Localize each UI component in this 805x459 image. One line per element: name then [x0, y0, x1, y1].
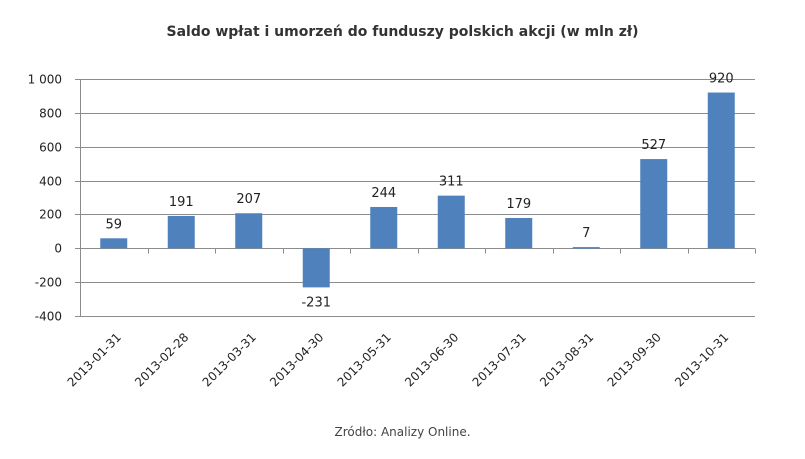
y-tick-label: 600: [39, 141, 62, 155]
data-label: 244: [371, 186, 396, 201]
data-label: 311: [439, 175, 464, 190]
bar: [370, 206, 398, 249]
x-tick-label: 2013-06-30: [402, 330, 461, 389]
x-tick-label: 2013-08-31: [537, 330, 596, 389]
bar: [572, 247, 600, 249]
data-label: 527: [641, 138, 666, 153]
data-label: -231: [301, 295, 331, 310]
data-label: 179: [506, 197, 531, 212]
y-tick-label: 200: [39, 208, 62, 222]
bar: [167, 215, 195, 249]
y-tick-label: -400: [35, 310, 62, 324]
axes: [75, 79, 756, 317]
y-tick-label: 400: [39, 175, 62, 189]
x-tick-label: 2013-05-31: [335, 330, 394, 389]
y-tick-label: 0: [54, 242, 62, 256]
data-label: 920: [709, 72, 734, 87]
chart-title: Saldo wpłat i umorzeń do funduszy polski…: [166, 24, 639, 40]
bar: [640, 159, 668, 249]
x-tick-label: 2013-04-30: [267, 330, 326, 389]
data-label: 207: [236, 192, 261, 207]
x-tick-label: 2013-02-28: [132, 330, 191, 389]
bar: [505, 217, 533, 249]
data-label: 191: [169, 195, 194, 210]
data-label: 59: [105, 217, 122, 232]
bar: [437, 195, 465, 249]
x-tick-label: 2013-01-31: [65, 330, 124, 389]
y-tick-label: 1 000: [28, 73, 62, 87]
y-tick-label: -200: [35, 276, 62, 290]
chart-source: Zródło: Analizy Online.: [334, 425, 471, 439]
bar: [100, 238, 128, 249]
x-tick-label: 2013-07-31: [470, 330, 529, 389]
y-tick-label: 800: [39, 107, 62, 121]
bar: [235, 213, 263, 249]
bar: [302, 248, 330, 288]
data-label: 7: [582, 226, 590, 241]
bars: [100, 92, 735, 288]
x-tick-label: 2013-09-30: [605, 330, 664, 389]
bar: [707, 92, 735, 249]
x-tick-label: 2013-10-31: [672, 330, 731, 389]
data-labels: 59 191 207 -231 244 311 179 7 527 920: [105, 72, 733, 311]
x-tick-label: 2013-03-31: [200, 330, 259, 389]
